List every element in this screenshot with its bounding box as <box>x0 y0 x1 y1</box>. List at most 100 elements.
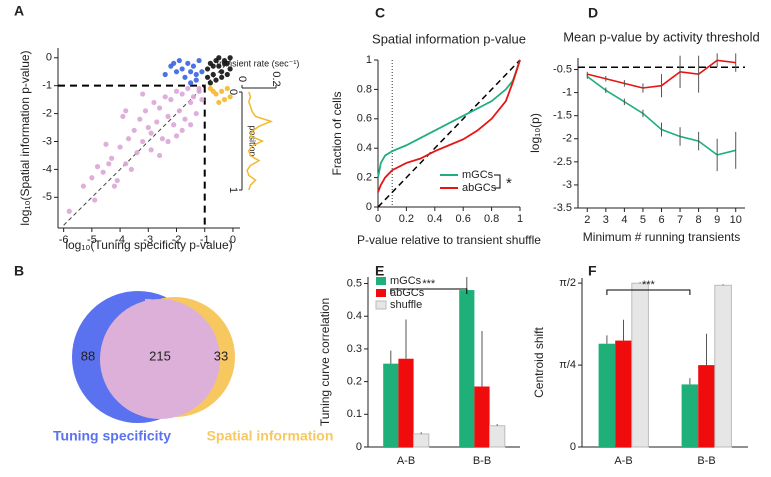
position-tick-label: 1 <box>227 187 239 193</box>
point <box>216 55 222 61</box>
point <box>204 74 211 80</box>
region-label: 88 <box>81 348 95 363</box>
point <box>219 69 225 75</box>
point <box>196 85 202 92</box>
y-tick-label: 1 <box>366 54 372 66</box>
y-tick-label: 0 <box>366 201 372 213</box>
point <box>114 177 120 184</box>
bar <box>615 340 632 447</box>
point <box>94 164 101 170</box>
legend-label: abGCs <box>390 287 425 299</box>
point <box>216 63 222 69</box>
y-tick-label: 0 <box>46 52 52 64</box>
point <box>193 71 199 78</box>
chart-title: Spatial information p-value <box>372 31 526 46</box>
point <box>221 60 228 66</box>
point <box>106 161 112 167</box>
x-axis-label: Minimum # running transients <box>583 230 740 244</box>
point <box>199 97 205 103</box>
y-tick-label: -5 <box>42 191 52 203</box>
cdf-line <box>377 59 521 178</box>
point <box>179 127 185 133</box>
point <box>188 99 194 106</box>
point <box>156 152 163 159</box>
point <box>188 122 194 128</box>
y-tick-label: 0 <box>570 441 576 453</box>
significance-label: * <box>506 175 512 192</box>
panel-letter: C <box>375 5 385 21</box>
x-tick-label: 0 <box>230 234 236 246</box>
rate-tick-label: 0 <box>236 76 248 82</box>
point <box>145 124 151 131</box>
bar <box>459 290 475 447</box>
significance-bracket <box>390 288 468 294</box>
x-tick-label: -6 <box>59 234 69 246</box>
position-tick-label: 0 <box>227 89 239 95</box>
y-tick-label: 0.3 <box>347 343 362 355</box>
point <box>227 55 233 61</box>
point <box>162 71 168 78</box>
point <box>224 71 230 78</box>
point <box>140 138 146 145</box>
y-tick-label: -3 <box>42 135 52 147</box>
region-label: 33 <box>214 348 228 363</box>
bar <box>474 386 490 447</box>
x-tick-label: -4 <box>115 234 125 246</box>
point <box>227 94 233 100</box>
point <box>120 113 126 119</box>
x-tick-label: 9 <box>714 214 720 226</box>
x-tick-label: -5 <box>87 234 97 246</box>
point <box>100 169 106 175</box>
point <box>179 91 185 97</box>
point <box>148 130 154 136</box>
y-axis-label: log₁₀(p) <box>528 113 542 153</box>
point <box>111 183 118 189</box>
point <box>165 113 171 119</box>
legend-swatch <box>376 277 386 285</box>
y-tick-label: -1 <box>562 87 572 99</box>
point <box>173 69 180 75</box>
point <box>188 69 194 75</box>
y-tick-label: 0 <box>356 441 362 453</box>
point <box>156 105 163 111</box>
x-tick-label: A-B <box>397 455 415 467</box>
cdf-line <box>377 59 521 193</box>
bar <box>698 365 715 447</box>
point <box>188 80 194 86</box>
x-tick-label: 0.2 <box>399 213 414 225</box>
significance-label: *** <box>422 278 436 290</box>
bar <box>398 358 414 447</box>
point <box>173 88 180 94</box>
point <box>176 108 182 114</box>
point <box>80 183 86 189</box>
point <box>123 161 129 167</box>
y-tick-label: 0.2 <box>347 376 362 388</box>
x-tick-label: 7 <box>677 214 683 226</box>
point <box>168 97 174 103</box>
point <box>213 77 219 83</box>
point <box>182 116 188 122</box>
region-label: 215 <box>149 348 171 363</box>
y-tick-label: π/4 <box>559 359 576 371</box>
point <box>193 110 199 117</box>
y-tick-label: -2 <box>562 133 572 145</box>
diagonal <box>377 59 521 208</box>
point <box>151 99 157 106</box>
significance-label: *** <box>642 279 656 291</box>
point <box>92 197 98 203</box>
y-axis-label: Fraction of cells <box>330 91 344 175</box>
point <box>140 91 146 97</box>
point <box>66 208 72 214</box>
bar <box>598 343 616 447</box>
point <box>190 94 197 100</box>
x-tick-label: B-B <box>473 455 491 467</box>
point <box>176 57 182 64</box>
x-tick-label: 1 <box>517 213 523 225</box>
point <box>148 147 154 153</box>
x-tick-label: 0.4 <box>427 213 442 225</box>
intersection-circle <box>100 299 220 419</box>
point <box>137 116 143 122</box>
x-tick-label: A-B <box>614 455 632 467</box>
legend-label: mGCs <box>462 169 494 181</box>
set-label: Spatial information <box>207 428 334 444</box>
